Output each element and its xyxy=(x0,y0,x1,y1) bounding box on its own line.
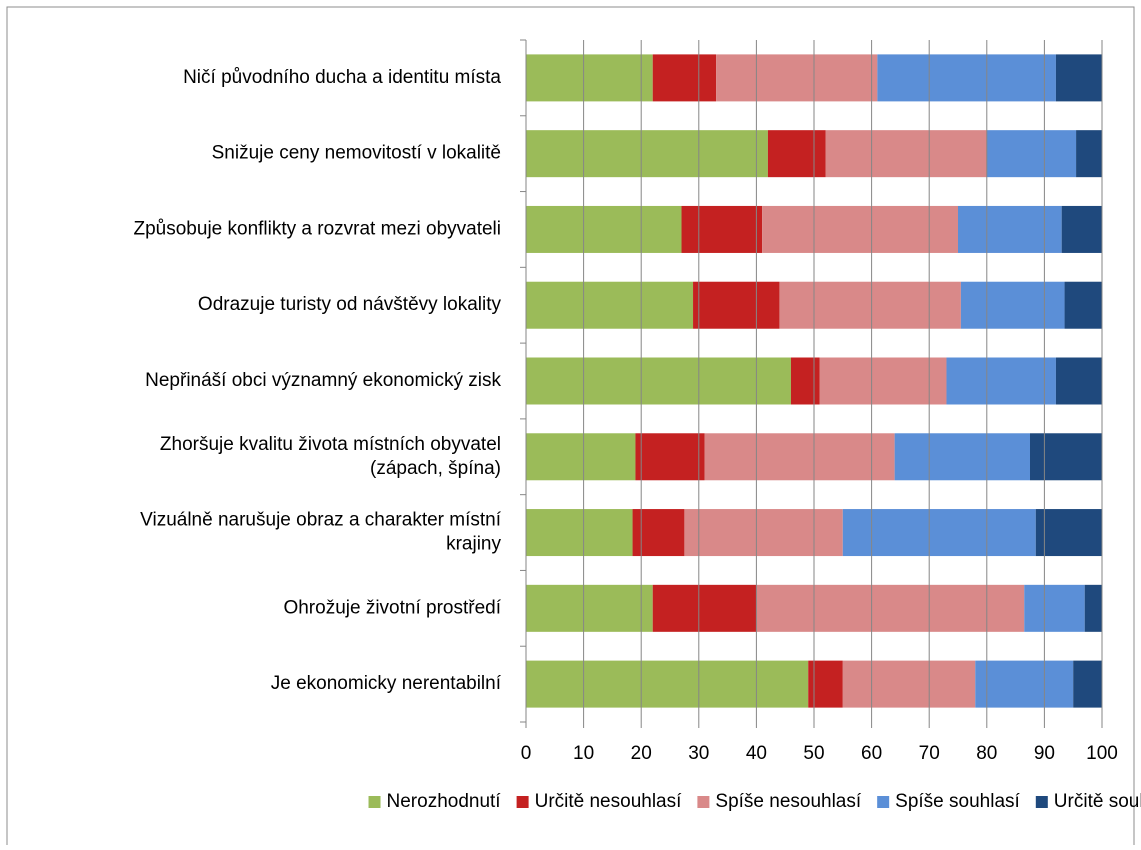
x-tick-label: 10 xyxy=(573,743,594,764)
bar-segment xyxy=(819,357,947,405)
category-label: Odrazuje turisty od návštěvy lokality xyxy=(198,294,502,315)
legend-label: Spíše nesouhlasí xyxy=(715,791,861,812)
category-label: Ničí původního ducha a identitu místa xyxy=(183,67,501,88)
category-label: Zhoršuje kvalitu života místních obyvate… xyxy=(160,434,501,455)
bar-segment xyxy=(635,433,705,481)
legend-label: Určitě souhlasí xyxy=(1054,791,1141,812)
bar-segment xyxy=(526,660,809,708)
bar-segment xyxy=(632,509,685,557)
x-tick-label: 80 xyxy=(976,743,997,764)
bar-segment xyxy=(652,584,757,632)
bar-segment xyxy=(652,54,717,102)
legend-swatch xyxy=(516,796,529,808)
bar-segment xyxy=(716,54,878,102)
bar-segment xyxy=(1061,205,1102,253)
legend-label: Určitě nesouhlasí xyxy=(535,791,683,812)
bar-segment xyxy=(693,281,780,329)
x-tick-label: 100 xyxy=(1086,743,1118,764)
bar-segment xyxy=(842,509,1036,557)
bar-segment xyxy=(526,281,694,329)
bar-segment xyxy=(877,54,1056,102)
bar-segment xyxy=(1064,281,1102,329)
legend-swatch xyxy=(368,796,381,808)
category-label: Ohrožuje životní prostředí xyxy=(283,597,501,618)
bar-segment xyxy=(526,130,768,178)
bar-segment xyxy=(1024,584,1085,632)
bar-segment xyxy=(894,433,1030,481)
category-label: Je ekonomicky nerentabilní xyxy=(271,673,502,694)
bar-segment xyxy=(946,357,1056,405)
bar-segment xyxy=(1035,509,1102,557)
legend-label: Nerozhodnutí xyxy=(387,791,502,812)
category-label: Vizuálně narušuje obraz a charakter míst… xyxy=(140,510,502,531)
bar-segment xyxy=(986,130,1077,178)
category-label: (zápach, špína) xyxy=(370,458,501,479)
category-label: Způsobuje konflikty a rozvrat mezi obyva… xyxy=(134,218,502,239)
bar-segment xyxy=(762,205,958,253)
bar-segment xyxy=(681,205,763,253)
bar-segment xyxy=(526,509,633,557)
x-tick-label: 30 xyxy=(688,743,709,764)
bar-segment xyxy=(842,660,976,708)
legend-label: Spíše souhlasí xyxy=(895,791,1020,812)
bar-segment xyxy=(1073,660,1102,708)
x-tick-label: 70 xyxy=(919,743,940,764)
bar-segment xyxy=(975,660,1074,708)
x-tick-label: 90 xyxy=(1034,743,1055,764)
bar-segment xyxy=(1055,54,1102,102)
bar-segment xyxy=(756,584,1025,632)
bar-segment xyxy=(526,584,653,632)
bar-segment xyxy=(825,130,987,178)
bar-segment xyxy=(526,54,653,102)
bar-segment xyxy=(960,281,1065,329)
bar-segment xyxy=(1030,433,1102,481)
x-tick-label: 0 xyxy=(521,743,532,764)
bar-segment xyxy=(1076,130,1102,178)
x-tick-label: 50 xyxy=(803,743,824,764)
category-label: Snižuje ceny nemovitostí v lokalitě xyxy=(212,143,501,164)
bar-segment xyxy=(526,357,791,405)
bar-segment xyxy=(958,205,1062,253)
category-label: krajiny xyxy=(446,534,501,555)
legend-swatch xyxy=(697,796,710,808)
bar-segment xyxy=(1055,357,1102,405)
bar-segment xyxy=(526,205,682,253)
chart-frame xyxy=(6,6,1135,850)
category-label: Nepřináší obci významný ekonomický zisk xyxy=(145,370,501,391)
grid xyxy=(583,40,1103,722)
legend-swatch xyxy=(877,796,890,808)
bar-segment xyxy=(704,433,895,481)
x-tick-label: 60 xyxy=(861,743,882,764)
x-tick-label: 40 xyxy=(746,743,767,764)
bar-segment xyxy=(1084,584,1102,632)
bar-segment xyxy=(790,357,820,405)
bar-segment xyxy=(526,433,636,481)
bar-segment xyxy=(779,281,961,329)
bar-segment xyxy=(684,509,843,557)
x-tick-label: 20 xyxy=(631,743,652,764)
bar-segment xyxy=(808,660,843,708)
legend-swatch xyxy=(1035,796,1048,808)
bar-segment xyxy=(767,130,826,178)
